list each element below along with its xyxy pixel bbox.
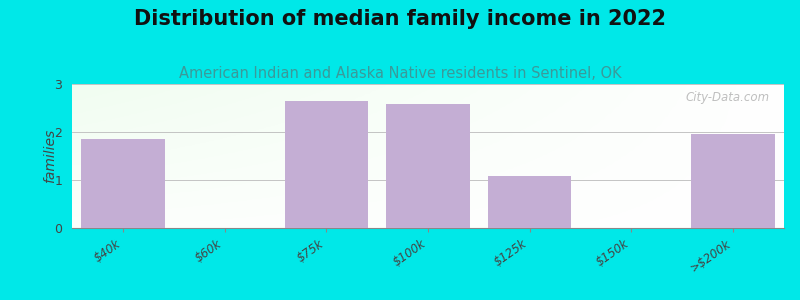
Bar — [285, 101, 368, 228]
Bar — [488, 176, 571, 228]
Y-axis label: families: families — [43, 129, 57, 183]
Bar — [691, 134, 775, 228]
Text: American Indian and Alaska Native residents in Sentinel, OK: American Indian and Alaska Native reside… — [178, 66, 622, 81]
Bar — [386, 104, 470, 228]
Text: City-Data.com: City-Data.com — [686, 91, 770, 104]
Text: Distribution of median family income in 2022: Distribution of median family income in … — [134, 9, 666, 29]
Bar — [81, 139, 165, 228]
